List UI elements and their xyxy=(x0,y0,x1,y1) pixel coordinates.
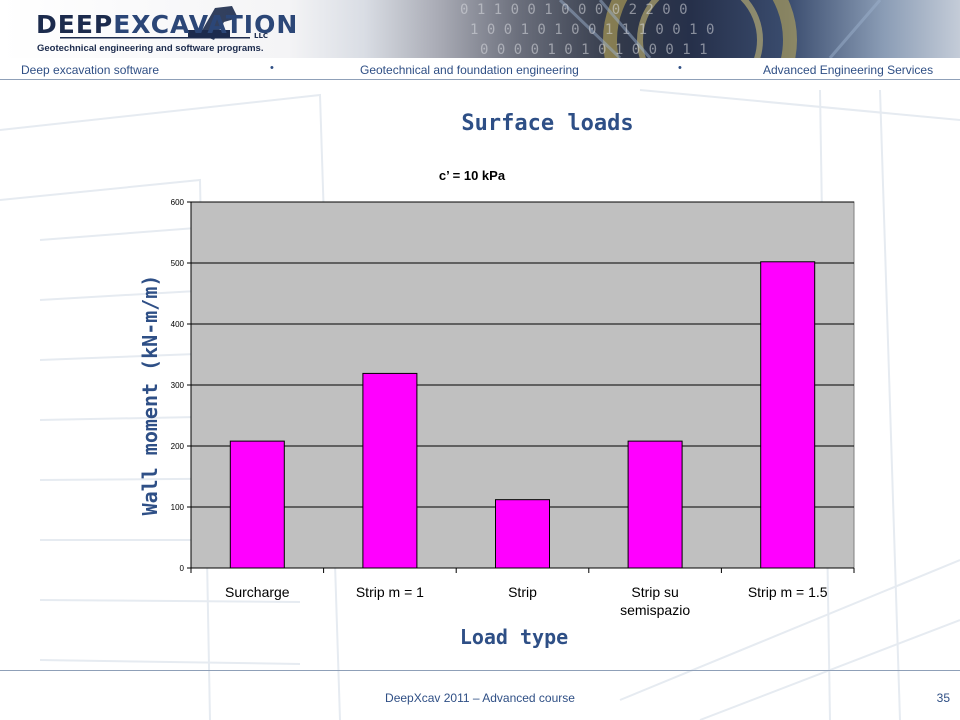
bar xyxy=(229,440,285,569)
logo-part-deep: DEEP xyxy=(36,10,114,39)
nav-link-geotechnical-engineering[interactable]: Geotechnical and foundation engineering xyxy=(360,63,579,77)
bar xyxy=(627,440,683,569)
y-axis-label: Wall moment (kN-m/m) xyxy=(138,275,162,516)
page-title: Surface loads xyxy=(461,111,634,136)
y-tick-label: 400 xyxy=(171,320,185,329)
nav-bar: Deep excavation software • Geotechnical … xyxy=(0,60,960,80)
svg-text:0 0 0 0 1 0 1 0 1 0 0 0 1 1: 0 0 0 0 1 0 1 0 1 0 0 0 1 1 xyxy=(480,42,708,58)
y-axis-ticks: 0 100 200 300 400 500 600 xyxy=(171,198,191,573)
header-banner: 0 1 1 0 0 1 0 0 0 0 2 2 0 0 1 0 0 1 0 1 … xyxy=(0,0,960,58)
x-axis-label: Load type xyxy=(460,625,568,649)
nav-link-deep-excavation-software[interactable]: Deep excavation software xyxy=(21,63,160,77)
y-tick-label: 600 xyxy=(171,198,185,207)
logo-part-excavation: EXCAVATION xyxy=(113,10,299,39)
nav-separator: • xyxy=(678,62,682,74)
bar xyxy=(760,261,816,569)
x-tick-label: Strip su semispazio xyxy=(620,584,690,618)
x-tick-label: Strip xyxy=(508,584,537,600)
x-tick-label: Strip m = 1.5 xyxy=(748,584,828,600)
nav-link-advanced-engineering-services[interactable]: Advanced Engineering Services xyxy=(763,63,934,77)
y-tick-label: 200 xyxy=(171,442,185,451)
y-tick-label: 0 xyxy=(180,564,185,573)
company-logo: DEEPEXCAVATION xyxy=(36,10,298,39)
bar xyxy=(362,372,418,569)
footer-text: DeepXcav 2011 – Advanced course xyxy=(385,691,575,705)
nav-separator: • xyxy=(270,62,274,74)
bar xyxy=(495,499,550,569)
y-tick-label: 300 xyxy=(171,381,185,390)
company-tagline: Geotechnical engineering and software pr… xyxy=(37,43,264,54)
x-axis-ticks: Surcharge Strip m = 1 Strip Strip su semispa… xyxy=(190,568,855,618)
banner-decoration: 0 1 1 0 0 1 0 0 0 0 2 2 0 0 1 0 0 1 0 1 … xyxy=(60,0,882,58)
y-tick-label: 500 xyxy=(171,259,185,268)
x-tick-label: Strip m = 1 xyxy=(356,584,424,600)
svg-text:1 0 0 1 0 1 0 0 1 1 1 0 0 1 0: 1 0 0 1 0 1 0 0 1 1 1 0 0 1 0 xyxy=(470,22,714,38)
y-tick-label: 100 xyxy=(171,503,185,512)
chart-title: c’ = 10 kPa xyxy=(439,168,506,183)
page-number: 35 xyxy=(936,691,950,705)
logo-suffix: LLC xyxy=(254,32,269,40)
footer-divider xyxy=(0,670,960,671)
svg-text:0 1 1 0 0 1 0 0 0 0 2 2 0 0: 0 1 1 0 0 1 0 0 0 0 2 2 0 0 xyxy=(460,2,688,18)
x-tick-label: Surcharge xyxy=(225,584,290,600)
